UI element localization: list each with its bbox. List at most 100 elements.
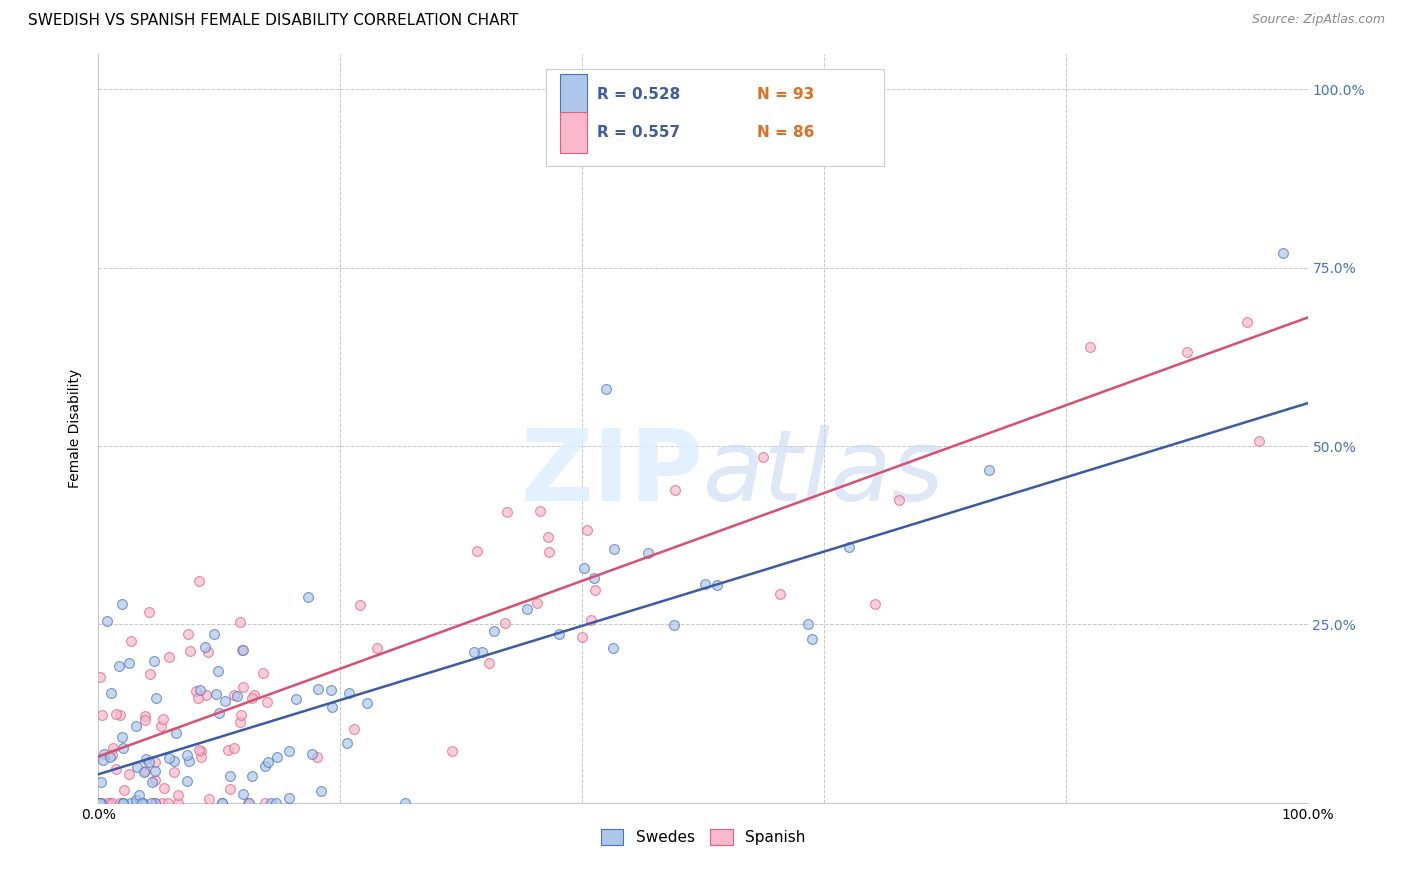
Point	[111, 730, 134, 744]
Point	[100, 747, 122, 762]
Point	[356, 697, 378, 711]
Point	[547, 627, 569, 641]
Point	[496, 505, 519, 519]
Point	[394, 796, 416, 810]
FancyBboxPatch shape	[546, 69, 884, 166]
Point	[465, 544, 488, 558]
Point	[176, 774, 198, 789]
Point	[118, 657, 141, 671]
Point	[319, 682, 342, 697]
Point	[1236, 315, 1258, 329]
Point	[112, 796, 135, 810]
Point	[349, 599, 371, 613]
Point	[264, 796, 287, 810]
Point	[571, 630, 593, 644]
Point	[141, 774, 163, 789]
Y-axis label: Female Disability: Female Disability	[69, 368, 83, 488]
Point	[190, 744, 212, 758]
Text: Source: ZipAtlas.com: Source: ZipAtlas.com	[1251, 13, 1385, 27]
Point	[307, 682, 329, 697]
Point	[240, 769, 263, 783]
FancyBboxPatch shape	[561, 74, 586, 115]
Point	[211, 796, 233, 810]
Point	[176, 747, 198, 762]
Point	[309, 784, 332, 798]
Point	[131, 796, 153, 810]
Point	[516, 602, 538, 616]
Point	[256, 695, 278, 709]
Point	[637, 546, 659, 560]
Point	[579, 613, 602, 627]
Text: R = 0.557: R = 0.557	[596, 125, 679, 140]
Point	[96, 614, 118, 628]
Text: atlas: atlas	[703, 425, 945, 522]
Point	[575, 523, 598, 537]
Point	[152, 712, 174, 726]
Point	[125, 796, 148, 810]
Point	[572, 561, 595, 575]
Point	[800, 632, 823, 646]
Point	[93, 747, 115, 761]
Point	[494, 616, 516, 631]
Point	[188, 574, 211, 588]
Point	[482, 624, 505, 638]
Point	[89, 796, 111, 810]
Point	[194, 640, 217, 654]
Point	[128, 789, 150, 803]
Point	[602, 641, 624, 656]
Point	[797, 617, 820, 632]
Point	[91, 753, 114, 767]
Point	[177, 755, 200, 769]
Point	[1272, 246, 1295, 260]
Point	[120, 633, 142, 648]
Point	[664, 483, 686, 497]
Point	[149, 719, 172, 733]
Point	[253, 796, 276, 810]
Point	[211, 796, 233, 810]
Point	[97, 796, 120, 810]
Text: ZIP: ZIP	[520, 425, 703, 522]
Point	[91, 707, 114, 722]
Point	[217, 743, 239, 757]
Point	[863, 597, 886, 611]
Point	[301, 747, 323, 761]
Legend: Swedes, Spanish: Swedes, Spanish	[595, 823, 811, 851]
Point	[197, 791, 219, 805]
Point	[165, 726, 187, 740]
Point	[143, 755, 166, 769]
Point	[252, 665, 274, 680]
Point	[157, 751, 180, 765]
Point	[232, 643, 254, 657]
Point	[108, 796, 131, 810]
Point	[143, 796, 166, 810]
Point	[89, 670, 111, 684]
Point	[214, 694, 236, 708]
Point	[120, 796, 142, 810]
Point	[195, 688, 218, 702]
Point	[90, 796, 112, 810]
Point	[156, 796, 179, 810]
Point	[229, 615, 252, 629]
Point	[205, 687, 228, 701]
Point	[243, 688, 266, 702]
Point	[232, 680, 254, 694]
Point	[242, 690, 264, 705]
Point	[583, 583, 606, 598]
Point	[603, 542, 626, 557]
Point	[145, 691, 167, 706]
Point	[225, 689, 247, 703]
Point	[478, 656, 501, 670]
Point	[188, 682, 211, 697]
Point	[125, 719, 148, 733]
Point	[218, 781, 240, 796]
Point	[889, 492, 911, 507]
Point	[163, 765, 186, 780]
Point	[143, 796, 166, 810]
Point	[103, 740, 125, 755]
Text: SWEDISH VS SPANISH FEMALE DISABILITY CORRELATION CHART: SWEDISH VS SPANISH FEMALE DISABILITY COR…	[28, 13, 519, 29]
Point	[112, 796, 135, 810]
Point	[229, 714, 252, 729]
Point	[108, 708, 131, 723]
Point	[134, 764, 156, 779]
Point	[134, 713, 156, 727]
